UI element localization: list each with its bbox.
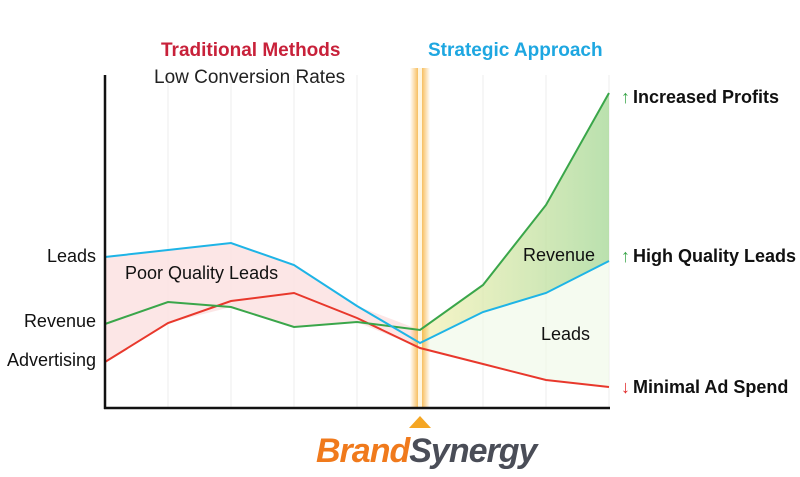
advertising-line: [104, 291, 610, 388]
right-label-text: Minimal Ad Spend: [633, 377, 789, 397]
leads-line: [104, 241, 610, 345]
high-quality-leads-area: [420, 261, 609, 387]
logo-part-synergy: Synergy: [409, 432, 537, 470]
left-label-leads: Leads: [46, 246, 96, 266]
right-label-increased-profits: ↑ Increased Profits: [621, 87, 779, 108]
divider-pointer-icon: [409, 416, 431, 428]
right-label-text: High Quality Leads: [633, 246, 797, 266]
strategic-growth-area: [420, 93, 609, 343]
brand-synergy-logo: BrandSynergy: [316, 432, 537, 471]
transition-divider: [418, 68, 422, 408]
traditional-methods-heading: Traditional Methods: [161, 40, 341, 61]
right-label-high-quality-leads: ↑ High Quality Leads: [621, 246, 796, 267]
left-label-revenue: Revenue: [23, 311, 96, 331]
arrow-up-icon: ↑: [621, 87, 630, 107]
arrow-down-icon: ↓: [621, 377, 630, 397]
leads-area-label: Leads: [541, 324, 591, 344]
right-label-text: Increased Profits: [633, 87, 780, 107]
poor-quality-area: [105, 243, 420, 362]
logo-part-brand: Brand: [316, 432, 410, 470]
poor-quality-leads-label: Poor Quality Leads: [125, 263, 279, 283]
left-label-advertising: Advertising: [6, 350, 96, 370]
arrow-up-icon: ↑: [621, 246, 630, 266]
right-label-minimal-ad-spend: ↓ Minimal Ad Spend: [621, 377, 788, 398]
low-conversion-subtitle: Low Conversion Rates: [154, 67, 346, 88]
revenue-line: [104, 92, 610, 332]
strategic-approach-heading: Strategic Approach: [428, 40, 603, 61]
revenue-area-label: Revenue: [523, 245, 596, 265]
